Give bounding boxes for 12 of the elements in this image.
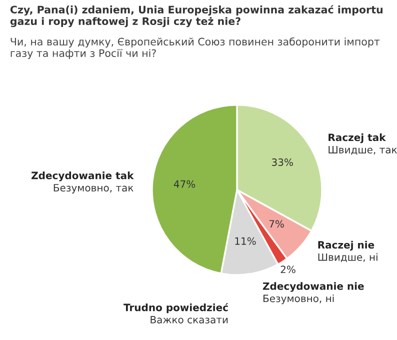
data-label: 11% bbox=[235, 237, 256, 245]
slice-label: Raczej tak Швидше, так bbox=[328, 133, 397, 155]
data-label: 7% bbox=[269, 220, 284, 228]
chart-title: Czy, Pana(i) zdaniem, Unia Europejska powinna zakazać importu gazu i ropy naftowej z Rosji czy też nie? bbox=[10, 5, 382, 28]
data-label: 47% bbox=[174, 180, 196, 188]
slice-label: Raczej nie Швидше, ні bbox=[318, 240, 378, 262]
chart-subtitle: Чи, на вашу думку, Європейський Союз повинен заборонити імпорт газу та нафти з Росії чи ні? bbox=[10, 37, 380, 60]
slice-label: Zdecydowanie nie Безумовно, ні bbox=[262, 282, 364, 304]
slice-label: Trudno powiedzieć Важко сказати bbox=[124, 303, 228, 324]
data-label: 33% bbox=[272, 158, 293, 166]
data-label: 2% bbox=[280, 266, 296, 274]
slice-label: Zdecydowanie tak Безумовно, так bbox=[32, 172, 134, 194]
